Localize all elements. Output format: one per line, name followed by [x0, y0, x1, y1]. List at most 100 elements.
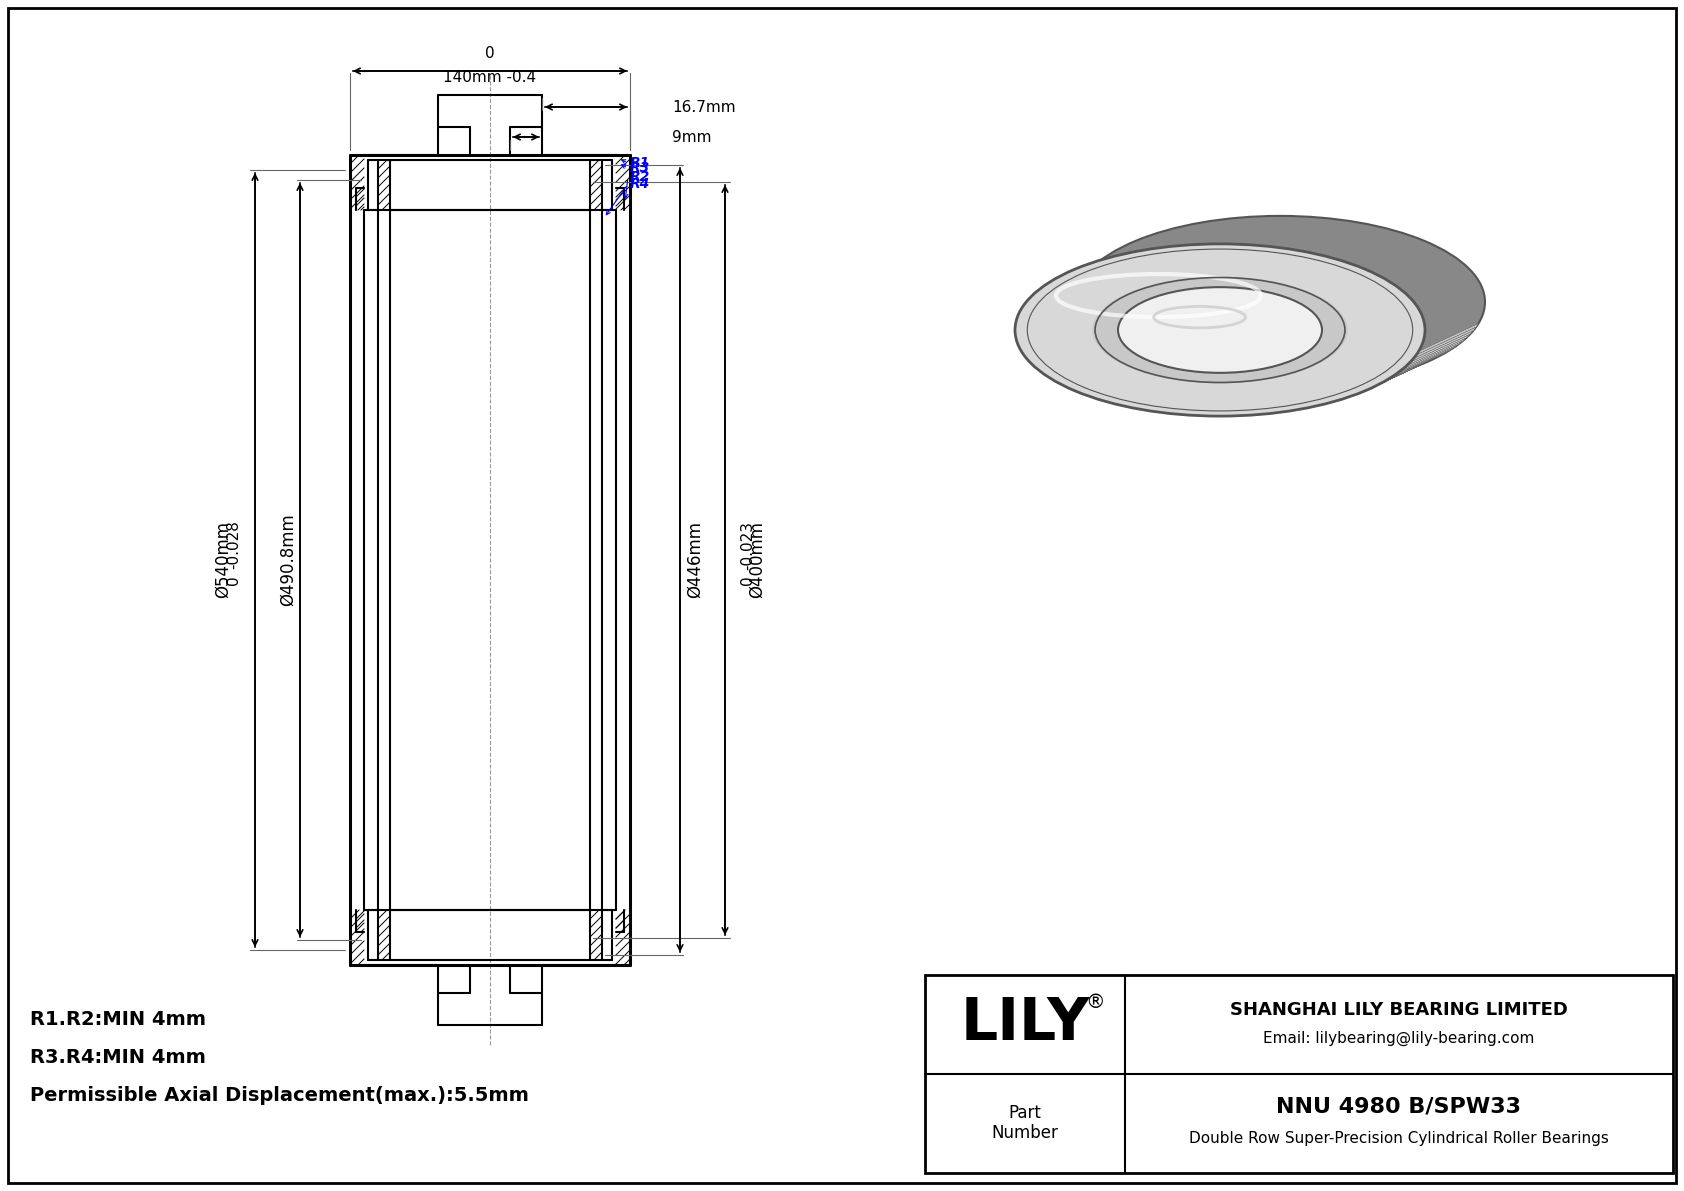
Polygon shape: [1403, 338, 1467, 369]
Polygon shape: [1344, 368, 1411, 399]
Text: 0: 0: [739, 575, 754, 585]
Polygon shape: [1154, 335, 1219, 364]
Polygon shape: [1216, 388, 1285, 416]
Polygon shape: [1308, 322, 1371, 351]
Polygon shape: [1145, 331, 1209, 361]
Polygon shape: [1278, 384, 1347, 412]
Polygon shape: [1406, 335, 1470, 366]
Text: Ø400mm: Ø400mm: [748, 522, 766, 599]
Text: LILY: LILY: [960, 996, 1090, 1053]
Polygon shape: [1295, 330, 1359, 360]
Polygon shape: [1169, 338, 1233, 368]
Text: NNU 4980 B/SPW33: NNU 4980 B/SPW33: [1276, 1096, 1522, 1116]
Polygon shape: [1261, 339, 1327, 369]
Polygon shape: [1290, 331, 1354, 361]
Polygon shape: [1179, 341, 1243, 370]
Text: -0.028: -0.028: [226, 520, 241, 569]
Polygon shape: [1111, 375, 1179, 405]
Polygon shape: [1314, 378, 1381, 407]
Polygon shape: [1305, 324, 1367, 354]
Polygon shape: [1179, 386, 1248, 414]
Polygon shape: [1152, 384, 1221, 412]
Text: 0: 0: [485, 46, 495, 62]
Polygon shape: [1223, 344, 1288, 373]
Bar: [925, 975, 1672, 1173]
Ellipse shape: [1118, 287, 1322, 373]
Ellipse shape: [1015, 244, 1425, 416]
Polygon shape: [1135, 380, 1204, 410]
Polygon shape: [1337, 370, 1404, 401]
Polygon shape: [1076, 363, 1142, 394]
Text: R1.R2:MIN 4mm: R1.R2:MIN 4mm: [30, 1010, 205, 1029]
Polygon shape: [1103, 373, 1172, 403]
Polygon shape: [1027, 331, 1090, 362]
Text: R2: R2: [630, 170, 650, 183]
Polygon shape: [1383, 351, 1448, 382]
Polygon shape: [1410, 331, 1474, 362]
Text: SHANGHAI LILY BEARING LIMITED: SHANGHAI LILY BEARING LIMITED: [1229, 1000, 1568, 1019]
Polygon shape: [1271, 337, 1337, 367]
Polygon shape: [1201, 344, 1266, 373]
Polygon shape: [1229, 344, 1295, 373]
Polygon shape: [1297, 380, 1364, 410]
Polygon shape: [1302, 325, 1366, 356]
Text: ®: ®: [1084, 992, 1105, 1011]
Polygon shape: [1063, 357, 1128, 388]
Text: Email: lilybearing@lily-bearing.com: Email: lilybearing@lily-bearing.com: [1263, 1030, 1534, 1046]
Polygon shape: [1298, 328, 1362, 357]
Polygon shape: [1282, 335, 1346, 364]
Polygon shape: [1187, 387, 1258, 416]
Polygon shape: [1398, 342, 1462, 373]
Polygon shape: [1288, 382, 1356, 411]
Text: R3: R3: [630, 161, 650, 175]
Text: -0.023: -0.023: [739, 520, 754, 569]
Polygon shape: [1031, 335, 1093, 366]
Polygon shape: [1276, 336, 1342, 366]
Ellipse shape: [1074, 216, 1485, 388]
Polygon shape: [1351, 366, 1418, 397]
Polygon shape: [1234, 387, 1303, 416]
Polygon shape: [1042, 344, 1106, 376]
Ellipse shape: [1179, 260, 1383, 345]
Polygon shape: [1305, 379, 1372, 409]
Polygon shape: [1206, 388, 1275, 416]
Polygon shape: [1320, 375, 1389, 405]
Polygon shape: [1184, 342, 1250, 370]
Polygon shape: [1189, 343, 1255, 372]
Polygon shape: [1127, 379, 1196, 409]
Polygon shape: [1096, 370, 1164, 401]
Polygon shape: [1239, 343, 1305, 372]
Text: Ø446mm: Ø446mm: [685, 522, 704, 599]
Polygon shape: [1388, 348, 1453, 379]
Polygon shape: [1022, 324, 1084, 355]
Polygon shape: [1069, 360, 1135, 391]
Polygon shape: [1159, 336, 1223, 366]
Polygon shape: [1329, 373, 1396, 403]
Polygon shape: [1083, 366, 1148, 397]
Polygon shape: [1037, 342, 1101, 373]
Polygon shape: [1142, 330, 1206, 360]
Polygon shape: [1090, 368, 1157, 399]
Polygon shape: [1393, 344, 1458, 376]
Polygon shape: [1058, 355, 1123, 386]
Polygon shape: [1174, 339, 1238, 369]
Polygon shape: [1251, 386, 1320, 414]
Polygon shape: [1243, 387, 1312, 416]
Polygon shape: [1251, 342, 1317, 370]
Polygon shape: [1371, 357, 1436, 388]
Polygon shape: [1224, 388, 1293, 416]
Ellipse shape: [1093, 276, 1347, 384]
Text: 16.7mm: 16.7mm: [672, 100, 736, 114]
Polygon shape: [1416, 324, 1479, 355]
Polygon shape: [1194, 343, 1260, 372]
Text: Part
Number: Part Number: [992, 1104, 1059, 1142]
Text: Ø490.8mm: Ø490.8mm: [280, 513, 296, 606]
Text: Ø540mm: Ø540mm: [214, 522, 232, 599]
Polygon shape: [1024, 328, 1086, 358]
Polygon shape: [1256, 341, 1322, 370]
Text: R3.R4:MIN 4mm: R3.R4:MIN 4mm: [30, 1048, 205, 1067]
Polygon shape: [1364, 360, 1431, 391]
Text: R4: R4: [630, 177, 650, 191]
Polygon shape: [1266, 338, 1332, 368]
Polygon shape: [1206, 344, 1271, 373]
